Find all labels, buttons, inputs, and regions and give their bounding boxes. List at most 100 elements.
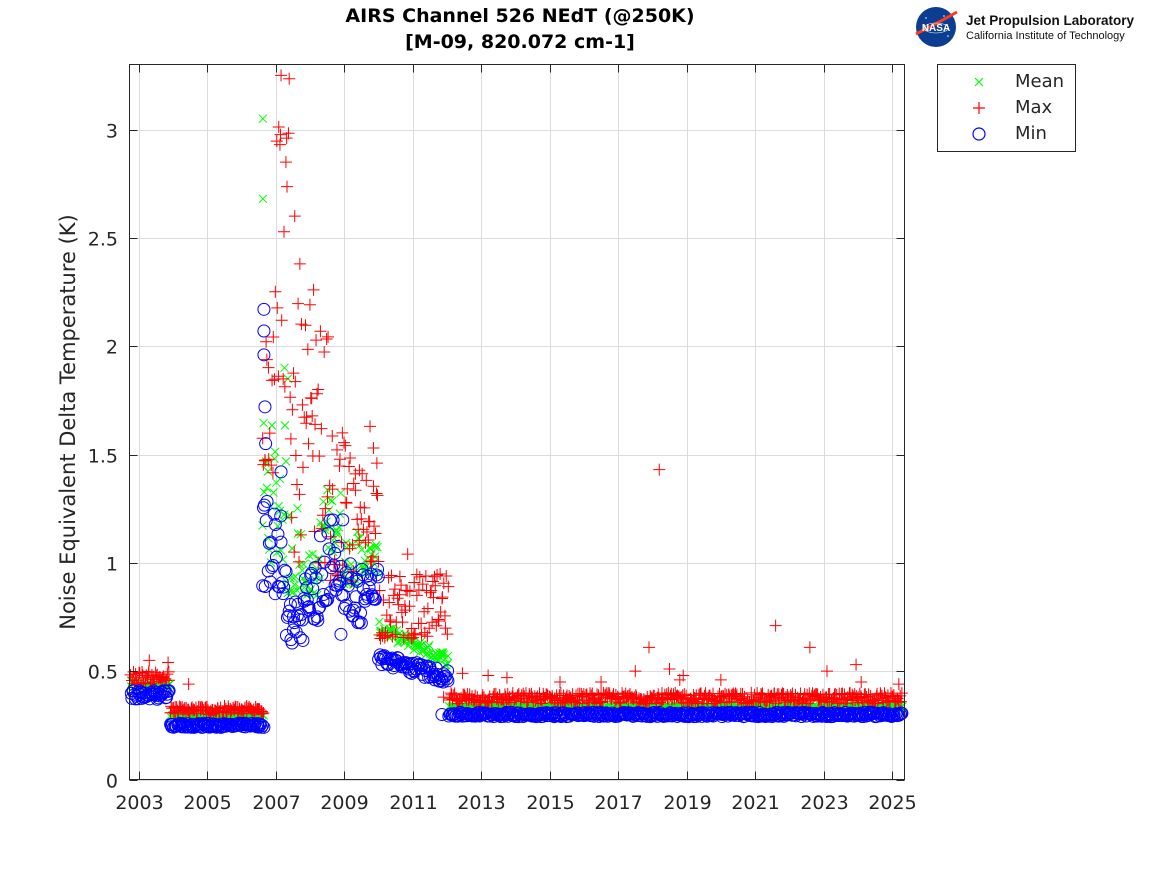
max-point	[355, 512, 368, 525]
min-point	[893, 707, 907, 721]
max-point	[437, 577, 450, 590]
min-point	[682, 710, 696, 724]
max-point	[288, 546, 301, 559]
mean-point	[281, 457, 291, 466]
max-point	[431, 569, 444, 582]
min-point	[257, 348, 271, 362]
min-point	[347, 603, 361, 617]
x-tick-label: 2019	[663, 792, 711, 814]
x-tick-label: 2005	[183, 792, 231, 814]
grid	[129, 64, 905, 781]
max-point	[266, 374, 279, 387]
legend-item-min: Min	[938, 121, 1075, 147]
max-point	[370, 457, 383, 470]
max-point	[714, 673, 727, 686]
max-point	[401, 584, 414, 597]
max-point	[380, 609, 393, 622]
mean-point	[290, 572, 300, 581]
min-point	[340, 571, 354, 585]
max-point	[310, 334, 323, 347]
max-point	[393, 588, 406, 601]
legend-item-mean: Mean	[938, 69, 1075, 95]
max-point	[275, 314, 288, 327]
series-min	[124, 302, 909, 734]
max-point	[442, 580, 455, 593]
max-point	[299, 319, 312, 332]
min-point	[369, 568, 383, 582]
min-point	[886, 709, 900, 723]
min-point	[354, 616, 368, 630]
max-point	[272, 370, 285, 383]
mean-point	[357, 545, 367, 554]
min-point	[440, 672, 454, 686]
mean-point	[423, 642, 433, 652]
min-point	[258, 579, 272, 593]
max-point	[288, 210, 301, 223]
max-point	[185, 702, 198, 715]
max-point	[364, 420, 377, 433]
max-point	[273, 138, 286, 151]
mean-point	[270, 447, 280, 457]
max-point	[434, 568, 447, 581]
max-point	[356, 467, 369, 480]
max-point	[563, 690, 576, 703]
min-point	[260, 494, 274, 508]
max-point	[322, 330, 335, 343]
max-point	[595, 676, 608, 688]
max-point	[456, 667, 469, 680]
mean-point	[333, 528, 342, 537]
min-point	[162, 684, 176, 698]
max-point	[284, 391, 297, 404]
min-point	[325, 561, 339, 575]
min-point	[257, 720, 271, 734]
mean-point	[308, 549, 318, 559]
max-point	[675, 691, 688, 704]
x-tick-label: 2021	[731, 792, 779, 814]
max-point	[439, 622, 452, 635]
max-point	[339, 496, 352, 509]
max-point	[441, 628, 454, 641]
min-point	[258, 400, 272, 414]
min-point	[266, 559, 280, 573]
max-point	[703, 689, 716, 702]
max-point	[383, 614, 396, 627]
chart-title-line1: AIRS Channel 526 NEdT (@250K)	[345, 5, 695, 27]
mean-point	[287, 544, 297, 553]
min-point	[328, 546, 342, 560]
min-point	[341, 579, 355, 593]
min-point	[435, 674, 449, 688]
max-point	[766, 695, 779, 708]
series-mean	[126, 114, 907, 724]
max-point	[689, 695, 702, 708]
max-point	[642, 641, 655, 654]
max-point	[256, 707, 269, 720]
max-point	[415, 617, 428, 630]
mean-point	[269, 488, 278, 497]
min-point	[331, 540, 345, 554]
mean-point	[293, 503, 302, 513]
max-point	[395, 606, 408, 619]
x-tick-label: 2011	[389, 792, 437, 814]
max-point	[762, 688, 775, 701]
max-point	[367, 480, 380, 493]
max-point	[440, 569, 453, 582]
min-point	[441, 674, 455, 688]
max-point	[323, 479, 336, 492]
y-tick-label: 3	[106, 121, 118, 143]
min-point	[316, 587, 330, 601]
max-point	[448, 687, 461, 700]
min-point	[349, 590, 363, 604]
max-point	[262, 361, 275, 374]
min-point	[278, 563, 292, 577]
max-point	[388, 583, 401, 596]
max-point	[292, 297, 305, 310]
max-point	[506, 687, 519, 700]
max-point	[421, 630, 434, 643]
min-point	[274, 509, 288, 523]
max-point	[427, 591, 440, 604]
max-point	[373, 629, 386, 642]
min-point	[368, 592, 382, 606]
max-point	[358, 501, 371, 514]
max-point	[500, 671, 513, 684]
mean-point	[324, 505, 334, 515]
